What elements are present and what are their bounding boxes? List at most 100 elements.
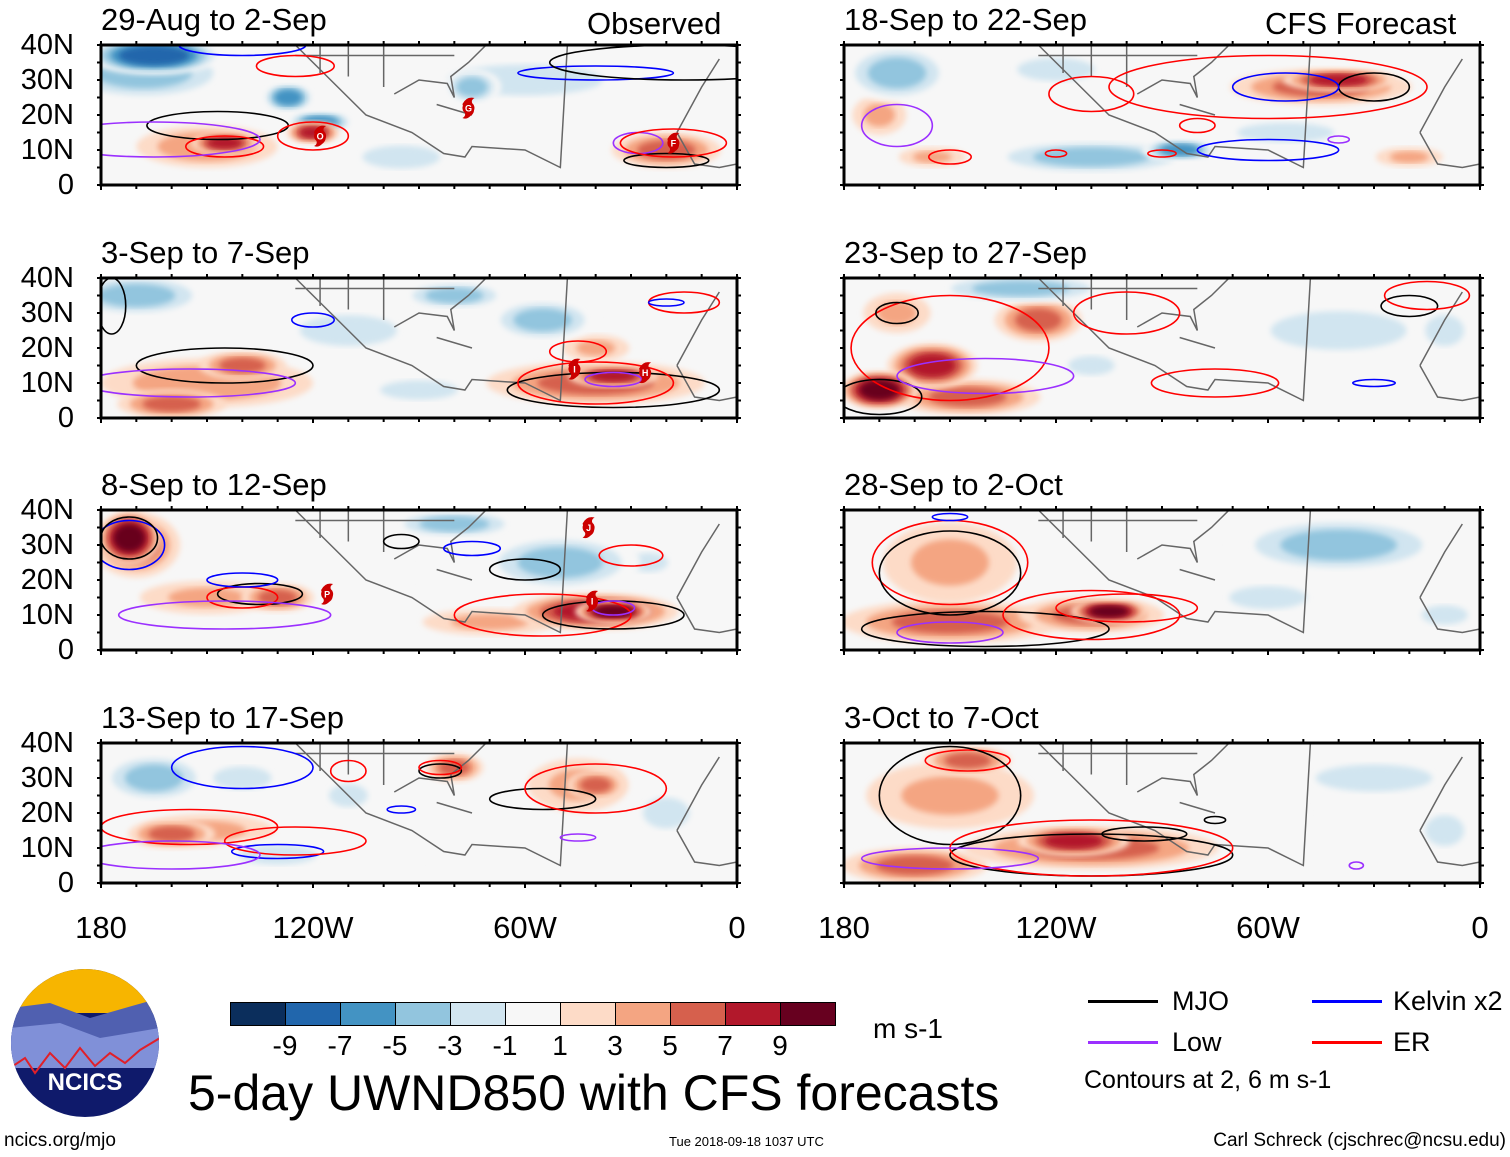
wind-anomaly-region — [1160, 144, 1200, 156]
wind-anomaly-region — [513, 308, 572, 332]
wind-anomaly-region — [859, 380, 899, 400]
er-contour — [329, 759, 367, 783]
wind-anomaly-region — [148, 826, 195, 842]
wind-anomaly-region — [425, 287, 484, 304]
map-panel — [840, 274, 1484, 423]
kelvin-contour — [170, 745, 314, 790]
mjo-contour — [548, 45, 737, 81]
storm-letter: J — [586, 523, 591, 533]
low-legend-label: Low — [1172, 1027, 1222, 1057]
er-contour — [548, 340, 608, 363]
y-tick-label: 40N — [20, 494, 74, 526]
er-legend-line — [1312, 1041, 1382, 1044]
kelvin-contour — [206, 572, 279, 588]
low-contour — [1348, 861, 1365, 870]
colorbar-label: 5 — [662, 1030, 678, 1061]
low-contour — [896, 357, 1075, 395]
wind-anomaly-region — [912, 151, 952, 163]
y-tick-label: 30N — [20, 64, 74, 96]
wind-anomaly-region — [450, 614, 529, 630]
map-panel — [840, 739, 1484, 888]
er-contour — [850, 294, 1050, 402]
map-panel — [97, 739, 741, 888]
er-contour — [1055, 593, 1199, 623]
y-tick-label: 20N — [20, 797, 74, 829]
x-tick-label: 180 — [818, 910, 870, 945]
storm-letter: H — [642, 368, 649, 378]
er-contour — [1150, 368, 1280, 398]
kelvin-legend-label: Kelvin x2 — [1393, 986, 1503, 1016]
y-tick-label: 30N — [20, 297, 74, 329]
kelvin-contour — [101, 519, 166, 571]
wind-anomaly-region — [119, 45, 189, 66]
er-contour — [524, 763, 668, 814]
wind-anomaly-region — [1237, 122, 1335, 143]
wind-anomaly-region — [380, 380, 458, 400]
x-tick-label: 120W — [1015, 910, 1097, 945]
wind-anomaly-region — [1270, 311, 1407, 350]
wind-anomaly-region — [576, 340, 616, 356]
coastline — [294, 45, 737, 169]
wind-anomaly-region — [1389, 151, 1429, 163]
mjo-contour — [101, 278, 127, 335]
mjo-contour — [1380, 294, 1439, 318]
wind-anomaly-region — [113, 524, 145, 552]
x-tick-label: 60W — [1236, 910, 1300, 945]
y-tick-label: 40N — [20, 727, 74, 759]
mjo-contour — [488, 558, 562, 581]
panel-title: 18-Sep to 22-Sep — [844, 2, 1088, 37]
colorbar-label: -7 — [327, 1030, 353, 1061]
mjo-contour — [488, 787, 597, 811]
figure-title: 5-day UWND850 with CFS forecasts — [188, 1065, 1000, 1121]
kelvin-contour — [230, 843, 325, 860]
er-contour — [1178, 117, 1216, 134]
tropical-cyclone-icon: F — [667, 132, 680, 154]
wind-anomaly-region — [517, 547, 604, 578]
mjo-contour — [874, 301, 920, 325]
wind-anomaly-region — [213, 766, 272, 790]
mjo-contour — [418, 763, 463, 779]
observed-label: Observed — [587, 6, 722, 41]
panel-title: 3-Sep to 7-Sep — [101, 235, 310, 270]
wind-anomaly-region — [1033, 147, 1150, 167]
mjo-contour — [844, 378, 923, 416]
x-tick-label: 120W — [272, 910, 354, 945]
low-contour — [117, 600, 332, 630]
kelvin-contour — [386, 805, 417, 814]
storm-letter: I — [573, 365, 576, 375]
panel-title: 13-Sep to 17-Sep — [101, 700, 345, 735]
wind-anomaly-region — [124, 764, 184, 792]
er-contour — [1002, 589, 1181, 641]
y-tick-label: 40N — [20, 29, 74, 61]
coastline — [1037, 743, 1480, 867]
colorbar-label: -3 — [437, 1030, 463, 1061]
colorbar-label: 1 — [552, 1030, 568, 1061]
colorbar-swatch — [286, 1003, 341, 1025]
colorbar-swatch — [781, 1003, 835, 1025]
low-legend-line — [1088, 1041, 1158, 1044]
low-contour — [1327, 135, 1351, 144]
wind-anomaly-region — [863, 103, 895, 127]
y-tick-label: 30N — [20, 762, 74, 794]
kelvin-contour — [1351, 378, 1396, 388]
kelvin-contour — [177, 45, 307, 57]
wind-anomaly-region — [362, 145, 441, 169]
timestamp: Tue 2018-09-18 1037 UTC — [669, 1134, 824, 1149]
y-tick-label: 10N — [20, 832, 74, 864]
low-contour — [101, 368, 297, 398]
y-tick-label: 10N — [20, 134, 74, 166]
wind-anomaly-region — [580, 777, 612, 793]
mjo-contour — [216, 582, 304, 606]
storm-letter: F — [671, 139, 677, 149]
wind-anomaly-region — [101, 283, 176, 308]
site-link[interactable]: ncics.org/mjo — [4, 1130, 116, 1151]
wind-anomaly-region — [354, 557, 413, 589]
low-contour — [860, 103, 934, 148]
author-credit: Carl Schreck (cjschrec@ncsu.edu) — [1213, 1130, 1506, 1151]
low-contour — [559, 833, 597, 842]
wind-anomaly-region — [1229, 585, 1307, 610]
y-tick-label: 40N — [20, 262, 74, 294]
mjo-contour — [860, 610, 1110, 648]
map-panel — [840, 506, 1484, 655]
